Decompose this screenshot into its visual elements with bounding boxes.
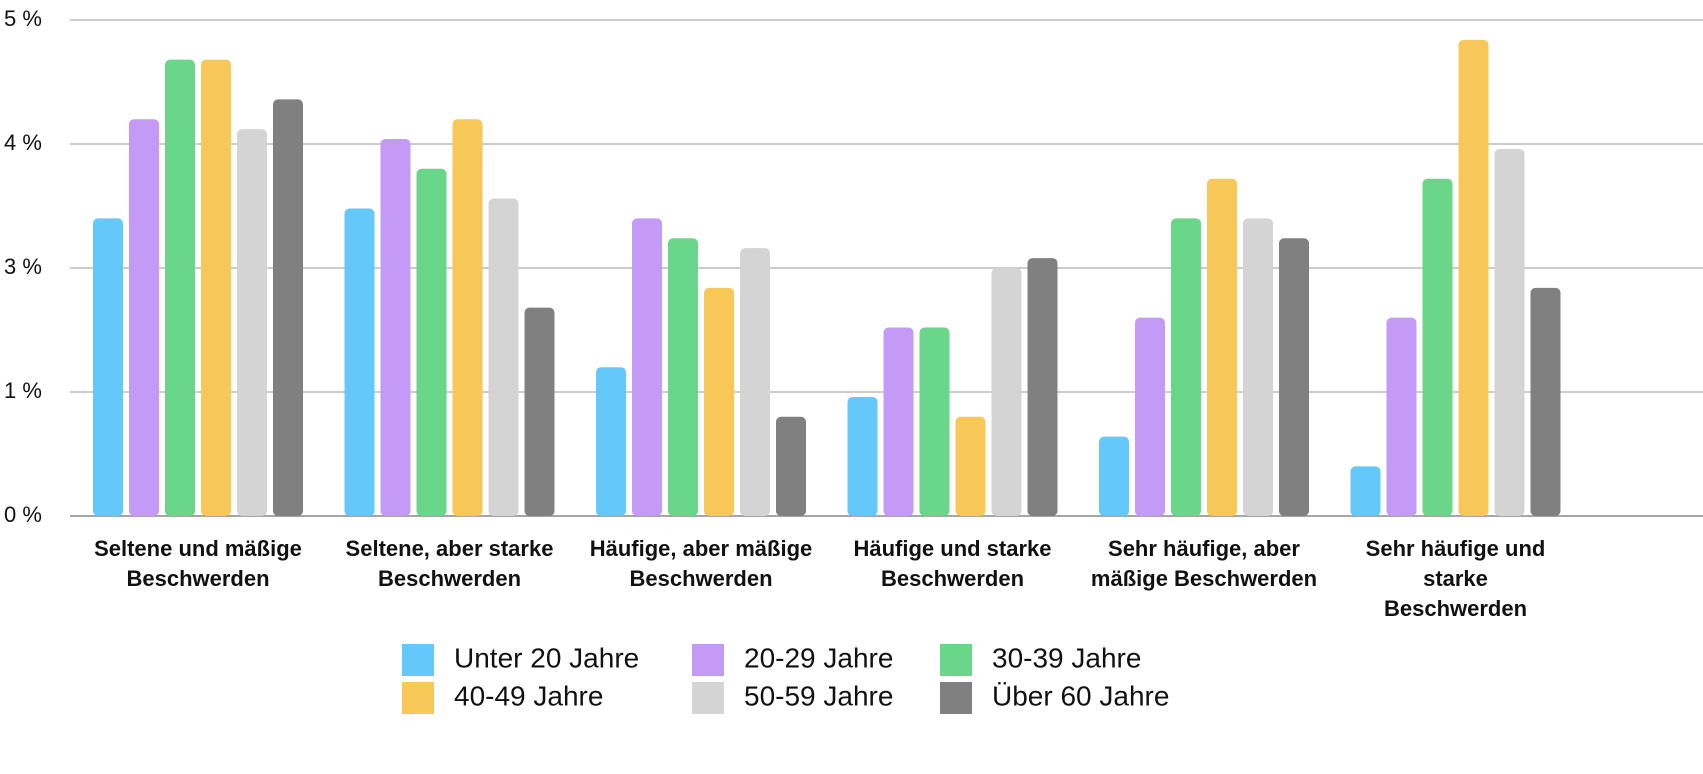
x-tick-label: Seltene, aber starke: [346, 536, 554, 561]
bar: [1027, 258, 1058, 516]
bar: [1279, 238, 1309, 517]
bar: [416, 168, 447, 517]
bar: [452, 119, 483, 516]
legend-swatch: [402, 682, 434, 714]
bar: [1422, 178, 1453, 516]
bar: [1207, 178, 1237, 516]
bar: [344, 208, 375, 517]
x-tick-label: Beschwerden: [126, 566, 269, 591]
bar: [524, 307, 555, 516]
x-tick-label: Sehr häufige und: [1366, 536, 1546, 561]
bar: [1135, 317, 1165, 516]
bar: [919, 327, 950, 516]
y-tick-label: 0 %: [4, 502, 42, 527]
y-tick-label: 3 %: [4, 254, 42, 279]
bar: [704, 287, 734, 516]
bar: [1494, 148, 1525, 516]
bar: [883, 327, 914, 516]
bar: [1099, 436, 1129, 516]
bar: [380, 139, 411, 517]
bar: [488, 198, 519, 516]
bar: [1530, 287, 1561, 516]
bar: [632, 218, 662, 516]
legend-label: 20-29 Jahre: [744, 642, 893, 673]
x-tick-label: starke: [1423, 566, 1488, 591]
x-tick-label: Seltene und mäßige: [94, 536, 302, 561]
legend-swatch: [692, 644, 724, 676]
bar: [740, 248, 770, 516]
bar: [273, 99, 303, 517]
bar: [1350, 466, 1381, 516]
x-tick-label: Beschwerden: [881, 566, 1024, 591]
bar: [668, 238, 698, 517]
bar: [1458, 39, 1489, 517]
bar: [1386, 317, 1417, 516]
legend-label: Unter 20 Jahre: [454, 642, 639, 673]
x-tick-label: Häufige, aber mäßige: [590, 536, 813, 561]
bar: [1243, 218, 1273, 516]
bar: [991, 268, 1022, 516]
y-tick-label: 5 %: [4, 6, 42, 31]
legend-swatch: [402, 644, 434, 676]
y-tick-label: 4 %: [4, 130, 42, 155]
bar: [776, 416, 806, 516]
bar: [955, 416, 986, 516]
legend-label: Über 60 Jahre: [992, 680, 1169, 711]
x-tick-label: mäßige Beschwerden: [1091, 566, 1317, 591]
bar: [847, 396, 878, 516]
legend-swatch: [940, 682, 972, 714]
y-tick-label: 1 %: [4, 378, 42, 403]
bar: [165, 59, 195, 517]
x-tick-label: Beschwerden: [378, 566, 521, 591]
bar: [596, 367, 626, 516]
x-tick-label: Beschwerden: [629, 566, 772, 591]
bar: [93, 218, 123, 516]
bar: [201, 59, 231, 517]
legend-label: 40-49 Jahre: [454, 680, 603, 711]
x-tick-label: Beschwerden: [1384, 596, 1527, 621]
bar: [237, 129, 267, 516]
bar: [129, 119, 159, 516]
bar: [1171, 218, 1201, 516]
x-tick-label: Häufige und starke: [853, 536, 1051, 561]
legend-swatch: [940, 644, 972, 676]
x-tick-label: Sehr häufige, aber: [1108, 536, 1300, 561]
legend-label: 50-59 Jahre: [744, 680, 893, 711]
legend-label: 30-39 Jahre: [992, 642, 1141, 673]
legend-swatch: [692, 682, 724, 714]
